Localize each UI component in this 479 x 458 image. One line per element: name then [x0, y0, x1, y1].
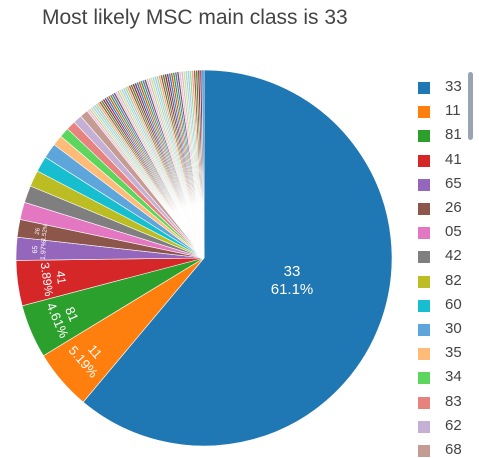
legend-swatch [418, 299, 430, 312]
legend-swatch [418, 275, 430, 288]
legend-swatch [418, 82, 430, 94]
legend-swatch [418, 154, 430, 167]
legend-swatch [418, 396, 430, 409]
legend-label: 41 [445, 150, 462, 168]
legend-label: 05 [445, 223, 462, 241]
legend-scrollbar[interactable] [468, 72, 473, 140]
legend-label: 26 [445, 199, 462, 216]
slice-label-26: 26 1.52% [35, 223, 50, 241]
slice-label-percent: 1.97% [40, 240, 48, 260]
slice-label-65: 65 1.97% [32, 240, 48, 260]
legend-swatch [418, 420, 430, 433]
slice-label-percent: 1.52% [41, 223, 50, 241]
slice-label-name: 41 [53, 270, 69, 285]
legend-swatch [418, 106, 430, 119]
legend-label: 62 [445, 416, 462, 434]
legend-label: 34 [445, 368, 462, 386]
legend-swatch [418, 203, 430, 215]
slice-label-name: 81 [62, 305, 81, 324]
legend-label: 81 [445, 126, 462, 144]
chart-title: Most likely MSC main class is 33 [42, 6, 348, 29]
pie-slice-33[interactable] [82, 69, 393, 447]
slice-label-name: 26 [35, 227, 42, 235]
legend-swatch [418, 324, 430, 336]
legend-label: 11 [445, 102, 461, 120]
legend-label: 42 [445, 247, 462, 265]
legend-swatch [418, 372, 430, 385]
legend-label: 83 [445, 392, 462, 410]
legend-swatch [418, 178, 430, 191]
slice-label-41: 413.89% [38, 262, 69, 298]
slice-label-name: 33 [284, 263, 301, 280]
legend-swatch [418, 227, 430, 240]
pie-slice-small[interactable] [201, 69, 205, 259]
legend-swatch [418, 130, 430, 143]
legend-label: 65 [445, 174, 462, 192]
legend-swatch [418, 445, 430, 457]
legend-swatch [418, 251, 430, 264]
legend-swatch [418, 348, 430, 361]
legend-label: 60 [445, 295, 462, 313]
slice-label-percent: 61.1% [271, 281, 314, 298]
legend-label: 68 [445, 441, 462, 458]
legend-label: 30 [445, 320, 462, 337]
legend-label: 35 [445, 344, 462, 362]
legend-label: 33 [445, 78, 462, 95]
legend-label: 82 [445, 271, 462, 289]
slice-label-percent: 3.89% [38, 262, 56, 298]
slice-label-name: 65 [32, 246, 39, 254]
